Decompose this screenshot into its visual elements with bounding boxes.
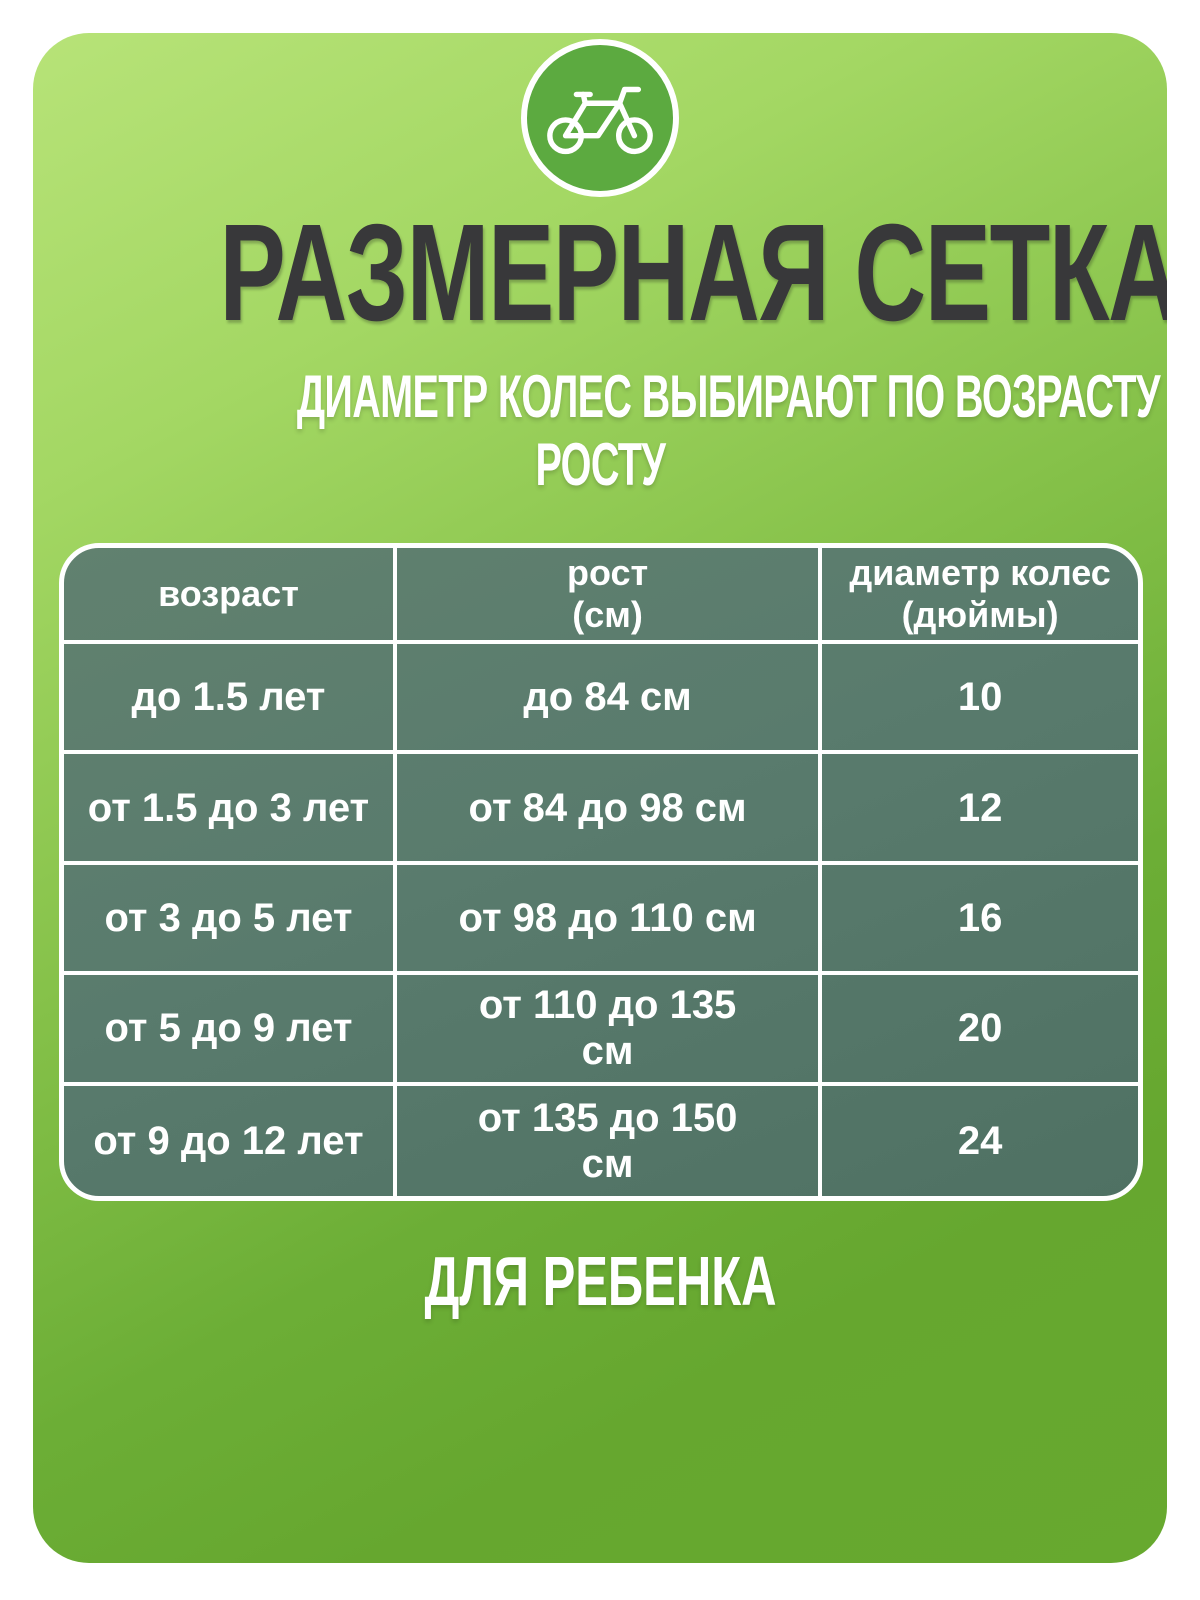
cell-height: от 110 до 135 см — [396, 975, 823, 1086]
header-height-label: рост — [567, 552, 649, 593]
header-cell-age: возраст — [64, 548, 397, 644]
cell-wheel: 16 — [822, 865, 1138, 976]
bicycle-icon — [547, 86, 653, 155]
cell-height: от 135 до 150 см — [397, 1085, 823, 1196]
cell-height: от 98 до 110 см — [396, 864, 823, 976]
size-table: возраст рост (см) диаметр колес (дюймы) … — [59, 543, 1143, 1201]
bicycle-badge — [521, 39, 679, 197]
footer-label: ДЛЯ РЕБЕНКА — [33, 1245, 1167, 1317]
footer-text: ДЛЯ РЕБЕНКА — [423, 1242, 777, 1320]
header-height-unit: (см) — [572, 594, 643, 635]
cell-height: от 84 до 98 см — [396, 754, 823, 865]
header-diameter-label: диаметр колес — [849, 552, 1111, 593]
page-title: РАЗМЕРНАЯ СЕТКА — [33, 203, 1167, 343]
cell-wheel: 20 — [822, 975, 1138, 1086]
subtitle-line-1: ДИАМЕТР КОЛЕС ВЫБИРАЮТ ПО ВОЗРАСТУ ИЛИ П… — [296, 363, 1167, 430]
cell-age: до 1.5 лет — [64, 644, 397, 755]
size-card: РАЗМЕРНАЯ СЕТКА ДИАМЕТР КОЛЕС ВЫБИРАЮТ П… — [33, 33, 1167, 1563]
cell-wheel: 12 — [822, 754, 1138, 865]
cell-age: от 1.5 до 3 лет — [64, 754, 397, 865]
header-cell-height: рост (см) — [396, 548, 823, 644]
cell-age: от 5 до 9 лет — [64, 975, 397, 1086]
cell-age: от 9 до 12 лет — [64, 1085, 397, 1196]
page-subtitle: ДИАМЕТР КОЛЕС ВЫБИРАЮТ ПО ВОЗРАСТУ ИЛИ П… — [33, 363, 1167, 499]
cell-age: от 3 до 5 лет — [64, 864, 397, 976]
cell-wheel: 24 — [957, 1118, 1003, 1163]
cell-wheel: 10 — [822, 644, 1138, 755]
header-age-label: возраст — [158, 573, 299, 614]
header-cell-diameter: диаметр колес (дюймы) — [822, 548, 1138, 644]
header-diameter-unit: (дюймы) — [901, 594, 1059, 635]
cell-height: до 84 см — [396, 644, 823, 755]
subtitle-line-2: РОСТУ — [535, 431, 665, 498]
page-title-text: РАЗМЕРНАЯ СЕТКА — [219, 196, 1167, 350]
